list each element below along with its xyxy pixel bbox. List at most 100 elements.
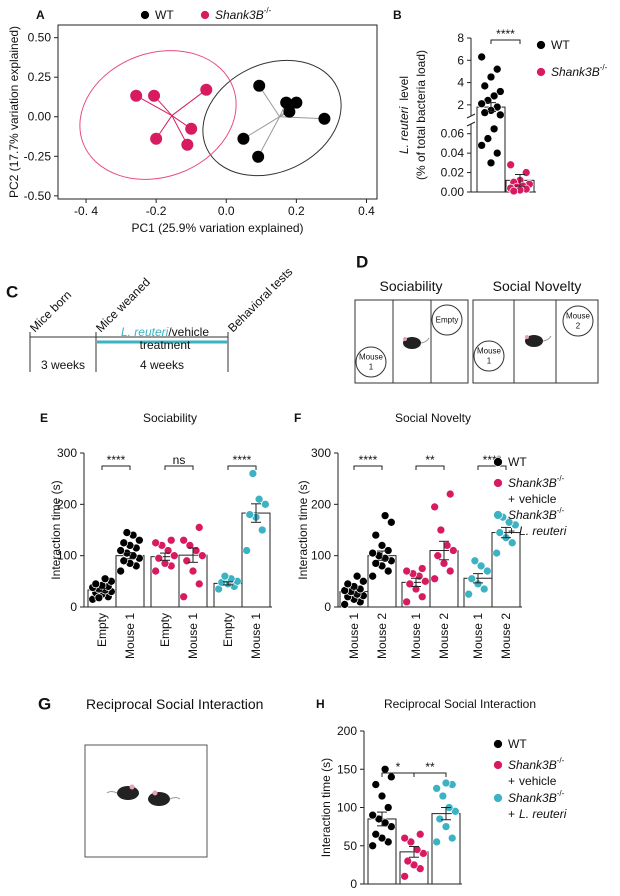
dot (358, 576, 368, 586)
mouse-icon (525, 335, 552, 347)
dot (430, 574, 440, 584)
panel-letter: D (356, 253, 368, 272)
dot (430, 502, 440, 512)
event-label: Behavioral tests (225, 265, 295, 335)
dot (417, 564, 427, 573)
legend-marker (200, 10, 210, 20)
panel-letter: C (6, 283, 18, 302)
dot (521, 168, 531, 177)
point (185, 122, 198, 135)
dot (368, 810, 378, 820)
dot (400, 833, 410, 843)
dot (371, 559, 381, 568)
y-tick-label: 2 (457, 98, 464, 112)
point (318, 112, 331, 125)
dot (467, 574, 477, 584)
significance-label: ns (173, 453, 186, 467)
y-tick-label: 50 (344, 839, 358, 853)
significance-label: **** (107, 453, 126, 467)
significance-bracket (490, 39, 521, 44)
dot (182, 556, 192, 566)
dot (368, 548, 378, 558)
legend-marker (493, 760, 503, 770)
legend-sign: + (508, 492, 515, 506)
panel-letter: E (40, 411, 48, 425)
treatment-italic: L. reuteri (121, 325, 169, 339)
y-axis-label: L. reuteri level (397, 76, 411, 154)
cup (562, 305, 594, 337)
significance-bracket (164, 465, 194, 470)
dot (495, 87, 505, 96)
centroid-link (243, 116, 280, 140)
x-tick-label: Mouse 1 (409, 613, 423, 659)
centroid-link (279, 116, 325, 120)
axis-break (466, 121, 476, 127)
legend-marker (493, 739, 503, 749)
dot (119, 538, 129, 548)
y-tick-label: 0 (350, 877, 357, 891)
legend-marker (493, 510, 503, 520)
chamber-box (472, 299, 599, 384)
y-axis-label: PC2 (17.7% variation explained) (7, 26, 21, 198)
x-tick-label: -0.2 (146, 204, 167, 218)
legend-treatment: vehicle (519, 774, 557, 788)
dot (445, 489, 455, 499)
dot (100, 574, 110, 584)
y-axis-label-italic: L. reuteri (397, 106, 411, 154)
legend-name: Shank3B (215, 8, 264, 22)
x-tick-label: Mouse 2 (375, 613, 389, 659)
dot (377, 833, 387, 843)
chart-title: Social Novelty (395, 411, 471, 425)
dot (441, 778, 451, 788)
dot (492, 148, 502, 158)
panel-letter: G (38, 695, 51, 714)
dot (492, 64, 502, 74)
cup-label: 2 (576, 322, 581, 331)
dot (116, 566, 126, 576)
dot (418, 849, 428, 858)
dot (374, 814, 384, 824)
dot (179, 592, 189, 602)
arena-title: Reciprocal Social Interaction (86, 696, 263, 712)
dot (368, 841, 378, 851)
dot (495, 528, 505, 537)
y-tick-label: -0.25 (24, 149, 52, 163)
panel-letter: B (393, 8, 402, 22)
point (130, 89, 143, 102)
legend-name: Shank3B (508, 758, 557, 772)
centroid-link (258, 85, 281, 117)
legend-sign: + (508, 807, 515, 821)
point (290, 96, 303, 109)
dot (383, 546, 393, 555)
dot (343, 579, 353, 589)
point (283, 105, 296, 118)
point (181, 138, 194, 151)
chamber-box (354, 299, 469, 384)
legend-name: WT (155, 8, 174, 22)
legend-treatment: vehicle (519, 492, 557, 506)
y-tick-label: 4 (457, 76, 464, 90)
dot (447, 833, 457, 843)
treatment-label: treatment (140, 338, 191, 352)
cup (355, 346, 387, 378)
dot (448, 546, 458, 555)
dot (402, 566, 412, 576)
centroid-link (257, 116, 281, 158)
x-tick-label: Mouse 1 (471, 613, 485, 659)
point (148, 89, 161, 102)
dot (166, 535, 176, 545)
dot (441, 822, 451, 831)
dot (94, 593, 104, 603)
y-tick-label: 100 (311, 549, 331, 563)
y-tick-label: 0.50 (28, 31, 52, 45)
dot (386, 822, 396, 831)
dot (489, 124, 499, 134)
legend-treatment: L. reuteri (519, 524, 567, 538)
arena-box (84, 744, 208, 858)
dot (248, 469, 258, 478)
x-tick-label: Mouse 1 (123, 613, 137, 659)
legend-marker (493, 457, 503, 467)
significance-label: * (396, 760, 401, 774)
y-tick-label: 0.25 (28, 70, 52, 84)
